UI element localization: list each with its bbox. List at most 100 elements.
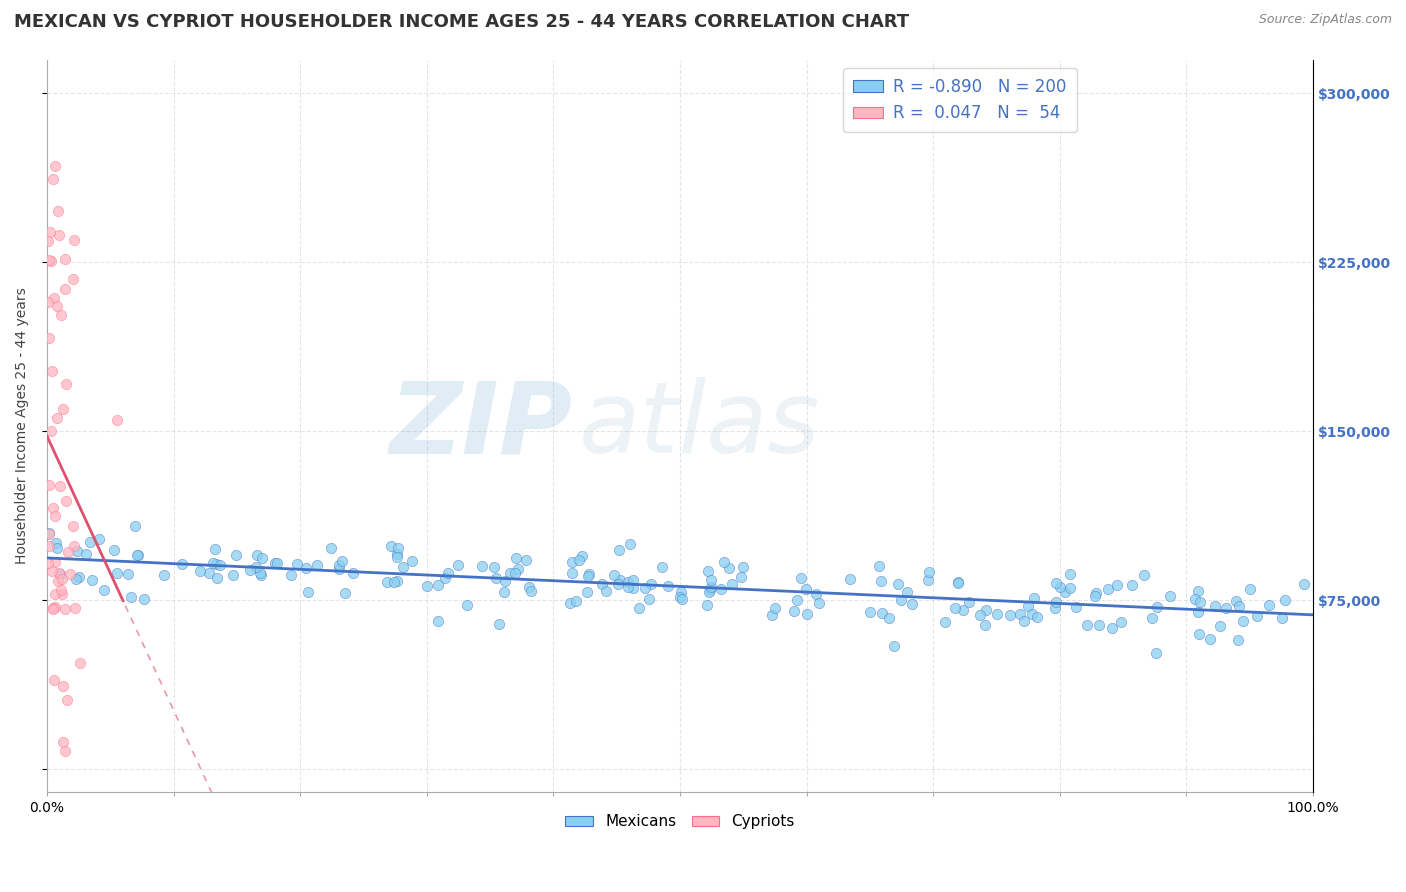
Point [900,598,922,612]
Point [1225,593,1247,607]
Point [46,541,69,555]
Point [80,573,103,587]
Point [245,560,267,574]
Point [986,607,1008,621]
Point [485,571,508,585]
Point [222,567,245,582]
Point [1146,600,1168,615]
Point [859,605,882,619]
Point [38,525,60,540]
Point [1010,607,1032,621]
Point [330,554,353,568]
Point [48,566,70,580]
Point [41,564,63,578]
Point [1121,578,1143,592]
Point [1045,576,1067,591]
Point [63,601,86,615]
Point [561,555,583,569]
Point [952,603,974,617]
Point [1059,567,1081,582]
Point [333,585,356,599]
Point [697,564,720,578]
Point [783,604,806,618]
Point [56,545,79,559]
Point [505,550,527,565]
Point [1226,633,1249,648]
Point [1059,582,1081,596]
Point [1021,607,1043,621]
Point [1270,611,1292,625]
Point [93,583,115,598]
Point [568,553,591,567]
Point [998,607,1021,622]
Point [44,673,66,688]
Point [39,225,62,239]
Point [619,536,641,550]
Point [328,558,350,572]
Point [1209,619,1232,633]
Point [132,592,155,607]
Point [38,539,60,553]
Point [508,562,530,576]
Point [565,593,588,607]
Point [55,693,77,707]
Point [1132,568,1154,582]
Point [266,556,288,570]
Point [1012,614,1035,628]
Point [621,581,644,595]
Point [46,411,69,425]
Point [617,575,640,590]
Point [1045,600,1067,615]
Point [1188,595,1211,609]
Point [1246,608,1268,623]
Point [669,590,692,604]
Point [974,618,997,632]
Point [717,561,740,575]
Point [385,574,408,589]
Point [651,560,673,574]
Point [1187,583,1209,598]
Point [730,570,752,584]
Point [887,577,910,591]
Point [1049,580,1071,594]
Point [52,402,75,417]
Point [59,566,82,581]
Point [1101,621,1123,635]
Point [1204,599,1226,614]
Point [576,569,599,583]
Point [946,575,969,590]
Point [595,583,617,598]
Point [153,568,176,582]
Point [44,599,66,614]
Point [1232,615,1254,629]
Point [37,294,59,309]
Point [1292,576,1315,591]
Text: atlas: atlas [579,377,820,475]
Point [41,363,63,377]
Point [868,558,890,573]
Point [696,598,718,612]
Point [385,550,408,565]
Point [48,227,70,242]
Point [1144,646,1167,660]
Point [45,536,67,550]
Point [503,566,526,581]
Point [957,595,980,609]
Point [499,566,522,581]
Point [295,561,318,575]
Point [1184,591,1206,606]
Point [250,550,273,565]
Point [628,601,651,615]
Point [225,548,247,562]
Point [53,744,76,758]
Point [1026,609,1049,624]
Point [62,233,84,247]
Point [671,592,693,607]
Point [1076,618,1098,632]
Point [591,576,613,591]
Point [890,592,912,607]
Point [1017,599,1039,613]
Point [55,493,77,508]
Point [870,574,893,588]
Point [385,547,408,561]
